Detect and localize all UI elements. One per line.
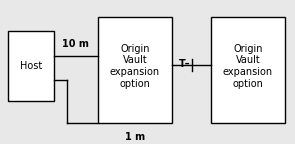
Text: 10 m: 10 m xyxy=(62,39,89,49)
Text: T–: T– xyxy=(179,59,191,69)
Text: Origin
Vault
expansion
option: Origin Vault expansion option xyxy=(110,44,160,89)
Bar xyxy=(211,17,286,123)
Bar xyxy=(8,31,54,101)
Text: Host: Host xyxy=(20,61,42,71)
Text: 1 m: 1 m xyxy=(125,132,145,142)
Text: Origin
Vault
expansion
option: Origin Vault expansion option xyxy=(223,44,273,89)
Bar xyxy=(98,17,173,123)
